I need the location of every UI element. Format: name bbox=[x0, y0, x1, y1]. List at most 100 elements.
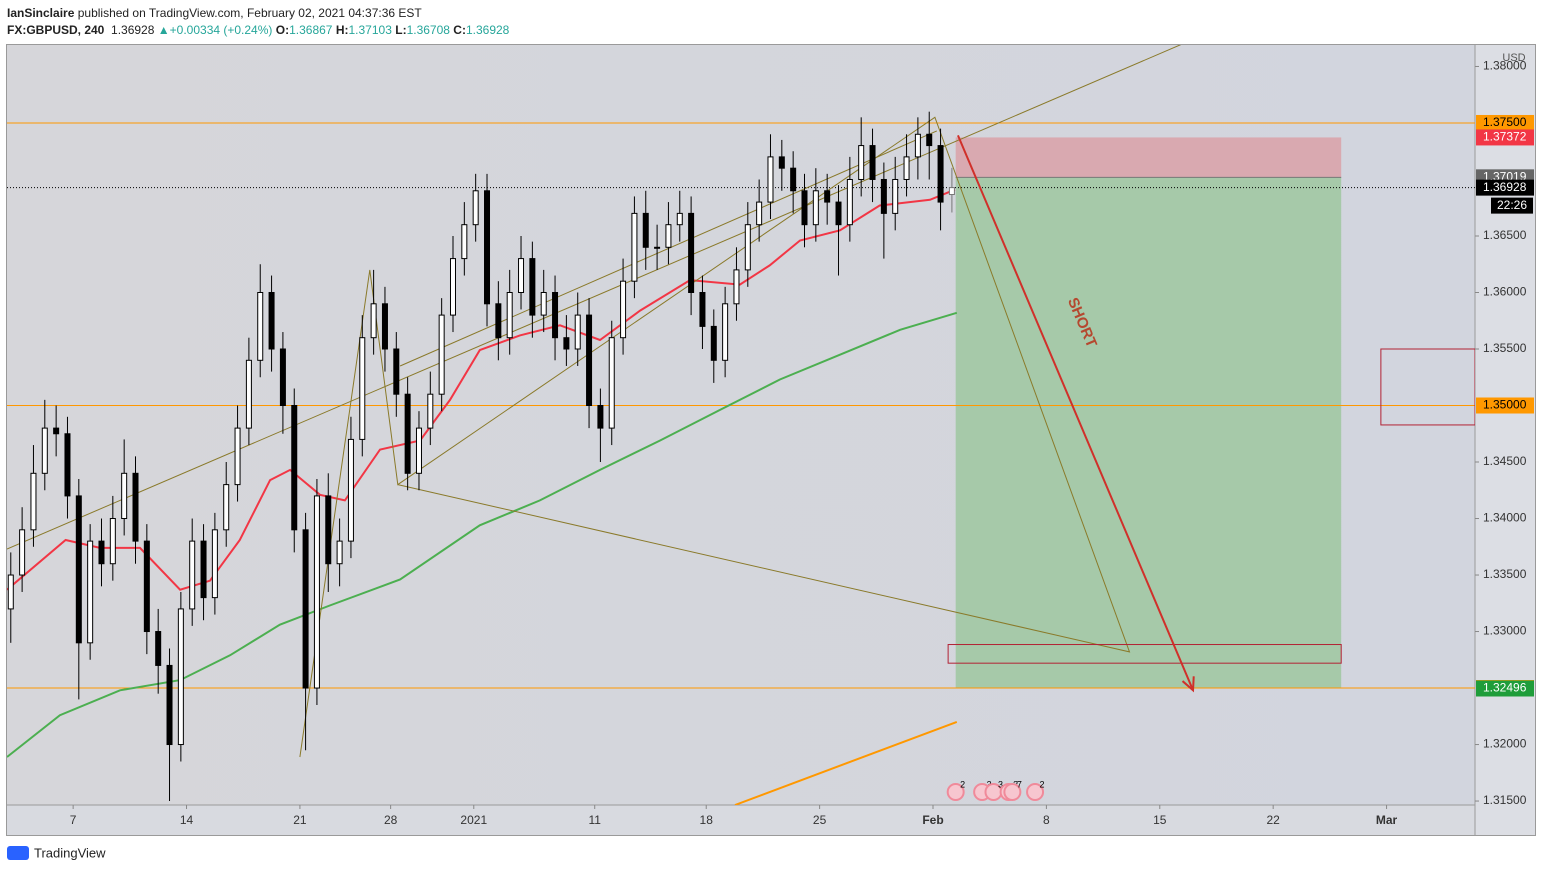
x-tick-label: 18 bbox=[700, 813, 714, 827]
x-tick-label: 2021 bbox=[460, 813, 487, 827]
candle-body bbox=[359, 337, 366, 440]
event-count: 3 bbox=[998, 779, 1003, 789]
ohlc-key: O: bbox=[275, 23, 290, 37]
ohlc: O:1.36867 H:1.37103 L:1.36708 C:1.36928 bbox=[276, 23, 510, 37]
x-tick-label: 28 bbox=[384, 813, 398, 827]
candle-body bbox=[642, 212, 649, 248]
event-icon bbox=[1026, 783, 1045, 801]
candle-body bbox=[404, 393, 411, 474]
time-axis bbox=[7, 805, 1475, 835]
candle-body bbox=[291, 405, 298, 531]
event-count: 7 bbox=[1017, 779, 1022, 789]
x-tick-label: 8 bbox=[1043, 813, 1050, 827]
y-tick-label: 1.33500 bbox=[1483, 567, 1527, 581]
arrow bbox=[957, 135, 1194, 691]
candle-body bbox=[654, 246, 661, 249]
candle-body bbox=[529, 258, 536, 316]
candle-body bbox=[166, 664, 173, 746]
candle-body bbox=[200, 540, 207, 599]
y-tick-label: 1.32000 bbox=[1483, 737, 1527, 751]
trend-line bbox=[7, 45, 1182, 550]
candle-body bbox=[189, 540, 196, 610]
candle-body bbox=[552, 291, 559, 339]
y-tick-label: 1.38000 bbox=[1483, 59, 1527, 73]
candle-body bbox=[19, 529, 26, 576]
candle-body bbox=[7, 574, 14, 610]
hline-label-bg bbox=[1476, 397, 1534, 414]
hline-label: 1.35000 bbox=[1483, 398, 1527, 412]
plot: SHORT233327 bbox=[7, 45, 1475, 805]
candle-body bbox=[812, 190, 819, 226]
candle-body bbox=[835, 201, 842, 226]
last: 1.36928 bbox=[111, 23, 155, 37]
candle-body bbox=[665, 224, 672, 248]
ohlc-value: 1.37103 bbox=[348, 23, 392, 37]
candle-body bbox=[699, 291, 706, 327]
candle-body bbox=[234, 427, 241, 486]
candle-body bbox=[631, 212, 638, 282]
target-label: 1.32496 bbox=[1483, 681, 1527, 695]
ohlc-key: L: bbox=[395, 23, 407, 37]
candle-body bbox=[98, 540, 105, 565]
y-tick-label: 1.31500 bbox=[1483, 793, 1527, 807]
header: IanSinclaire published on TradingView.co… bbox=[7, 5, 509, 39]
candle-body bbox=[688, 212, 695, 293]
target-label-bg bbox=[1476, 680, 1534, 697]
candle-body bbox=[574, 314, 581, 350]
candle-body bbox=[449, 258, 456, 316]
candle-body bbox=[438, 314, 445, 395]
candle-body bbox=[245, 359, 252, 429]
published: published on TradingView.com, February 0… bbox=[77, 6, 422, 20]
x-tick-label: 25 bbox=[813, 813, 827, 827]
hline-label: 1.37500 bbox=[1483, 115, 1527, 129]
x-tick-label: Mar bbox=[1376, 813, 1398, 827]
timer-bg bbox=[1491, 197, 1533, 214]
moving-average bbox=[7, 311, 958, 758]
candle-body bbox=[143, 540, 150, 633]
candle-body bbox=[620, 280, 627, 339]
timer: 22:26 bbox=[1497, 198, 1527, 212]
publisher: IanSinclaire bbox=[7, 6, 75, 20]
candle-body bbox=[903, 156, 910, 180]
candle-body bbox=[415, 427, 422, 474]
candle-body bbox=[347, 438, 354, 542]
change-arrow: ▲ bbox=[157, 23, 170, 37]
currency: USD bbox=[1502, 52, 1525, 64]
x-tick-label: 22 bbox=[1266, 813, 1280, 827]
candle-body bbox=[767, 156, 774, 203]
change: +0.00334 (+0.24%) bbox=[169, 23, 273, 37]
ohlc-value: 1.36928 bbox=[465, 23, 510, 37]
trend-line bbox=[299, 116, 1131, 758]
x-tick-label: 7 bbox=[70, 813, 77, 827]
candle-body bbox=[257, 291, 264, 361]
x-tick-label: 11 bbox=[588, 813, 601, 827]
candle-body bbox=[880, 178, 887, 214]
candle-body bbox=[427, 393, 434, 429]
brand: TradingView bbox=[34, 845, 106, 860]
ohlc-key: C: bbox=[453, 23, 466, 37]
candle-body bbox=[393, 348, 400, 395]
moving-average bbox=[734, 720, 958, 805]
candle-body bbox=[801, 190, 808, 226]
candle-body bbox=[461, 224, 468, 260]
candle-body bbox=[518, 258, 525, 293]
candle-body bbox=[937, 145, 944, 203]
candle-body bbox=[121, 472, 128, 520]
candle-body bbox=[948, 187, 955, 196]
candle-body bbox=[608, 337, 615, 429]
candle-body bbox=[211, 529, 218, 599]
hline-label-bg bbox=[1476, 114, 1534, 131]
candle-body bbox=[506, 291, 513, 339]
footer: TradingView bbox=[7, 845, 106, 860]
candle-body bbox=[279, 348, 286, 407]
x-tick-label: 14 bbox=[180, 813, 194, 827]
event-count: 2 bbox=[960, 779, 965, 789]
candle-body bbox=[597, 405, 604, 429]
candle-body bbox=[540, 291, 547, 316]
candle-body bbox=[325, 495, 332, 565]
y-tick-label: 1.34500 bbox=[1483, 454, 1527, 468]
target-zone bbox=[955, 177, 1342, 689]
price-axis bbox=[1475, 45, 1535, 835]
